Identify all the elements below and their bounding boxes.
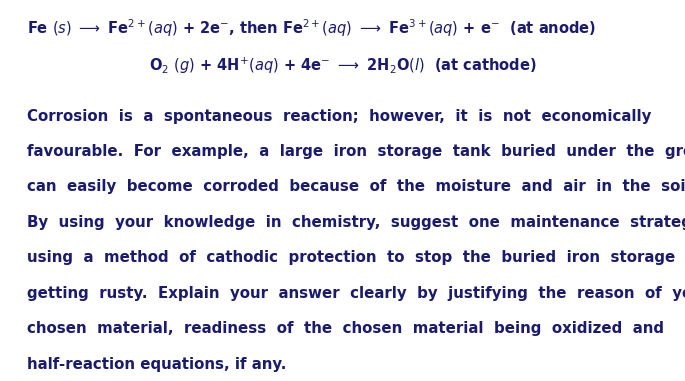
- Text: using  a  method  of  cathodic  protection  to  stop  the  buried  iron  storage: using a method of cathodic protection to…: [27, 250, 685, 265]
- Text: Corrosion  is  a  spontaneous  reaction;  however,  it  is  not  economically: Corrosion is a spontaneous reaction; how…: [27, 109, 651, 123]
- Text: chosen  material,  readiness  of  the  chosen  material  being  oxidized  and: chosen material, readiness of the chosen…: [27, 321, 664, 336]
- Text: By  using  your  knowledge  in  chemistry,  suggest  one  maintenance  strategy : By using your knowledge in chemistry, su…: [27, 215, 685, 230]
- Text: half-reaction equations, if any.: half-reaction equations, if any.: [27, 357, 287, 371]
- Text: favourable.  For  example,  a  large  iron  storage  tank  buried  under  the  g: favourable. For example, a large iron st…: [27, 144, 685, 159]
- Text: O$_2$ $\it{(g)}$ + 4H$^{+}$$\it{(aq)}$ + 4e$^{-}$ $\longrightarrow$ 2H$_2$O$\it{: O$_2$ $\it{(g)}$ + 4H$^{+}$$\it{(aq)}$ +…: [149, 55, 536, 75]
- Text: can  easily  become  corroded  because  of  the  moisture  and  air  in  the  so: can easily become corroded because of th…: [27, 179, 685, 194]
- Text: Fe $\it{(s)}$ $\longrightarrow$ Fe$^{2+}$$\it{(aq)}$ + 2e$^{-}$, then Fe$^{2+}$$: Fe $\it{(s)}$ $\longrightarrow$ Fe$^{2+}…: [27, 17, 597, 39]
- Text: getting  rusty.  Explain  your  answer  clearly  by  justifying  the  reason  of: getting rusty. Explain your answer clear…: [27, 286, 685, 301]
